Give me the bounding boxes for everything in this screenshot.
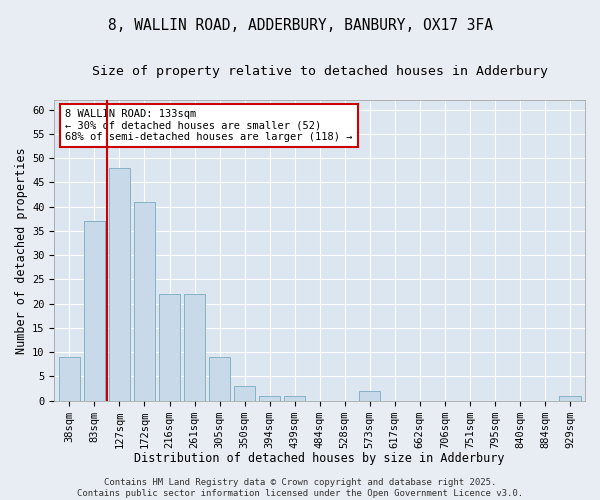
Bar bbox=[184, 294, 205, 401]
Bar bbox=[284, 396, 305, 400]
Bar bbox=[259, 396, 280, 400]
Bar bbox=[59, 357, 80, 401]
Bar bbox=[134, 202, 155, 400]
Bar bbox=[159, 294, 180, 401]
Title: Size of property relative to detached houses in Adderbury: Size of property relative to detached ho… bbox=[92, 65, 548, 78]
Bar bbox=[84, 221, 105, 400]
Bar bbox=[234, 386, 255, 400]
Text: 8, WALLIN ROAD, ADDERBURY, BANBURY, OX17 3FA: 8, WALLIN ROAD, ADDERBURY, BANBURY, OX17… bbox=[107, 18, 493, 32]
X-axis label: Distribution of detached houses by size in Adderbury: Distribution of detached houses by size … bbox=[134, 452, 505, 465]
Bar bbox=[109, 168, 130, 400]
Bar bbox=[559, 396, 581, 400]
Bar bbox=[359, 391, 380, 400]
Text: Contains HM Land Registry data © Crown copyright and database right 2025.
Contai: Contains HM Land Registry data © Crown c… bbox=[77, 478, 523, 498]
Text: 8 WALLIN ROAD: 133sqm
← 30% of detached houses are smaller (52)
68% of semi-deta: 8 WALLIN ROAD: 133sqm ← 30% of detached … bbox=[65, 109, 353, 142]
Y-axis label: Number of detached properties: Number of detached properties bbox=[15, 147, 28, 354]
Bar bbox=[209, 357, 230, 401]
